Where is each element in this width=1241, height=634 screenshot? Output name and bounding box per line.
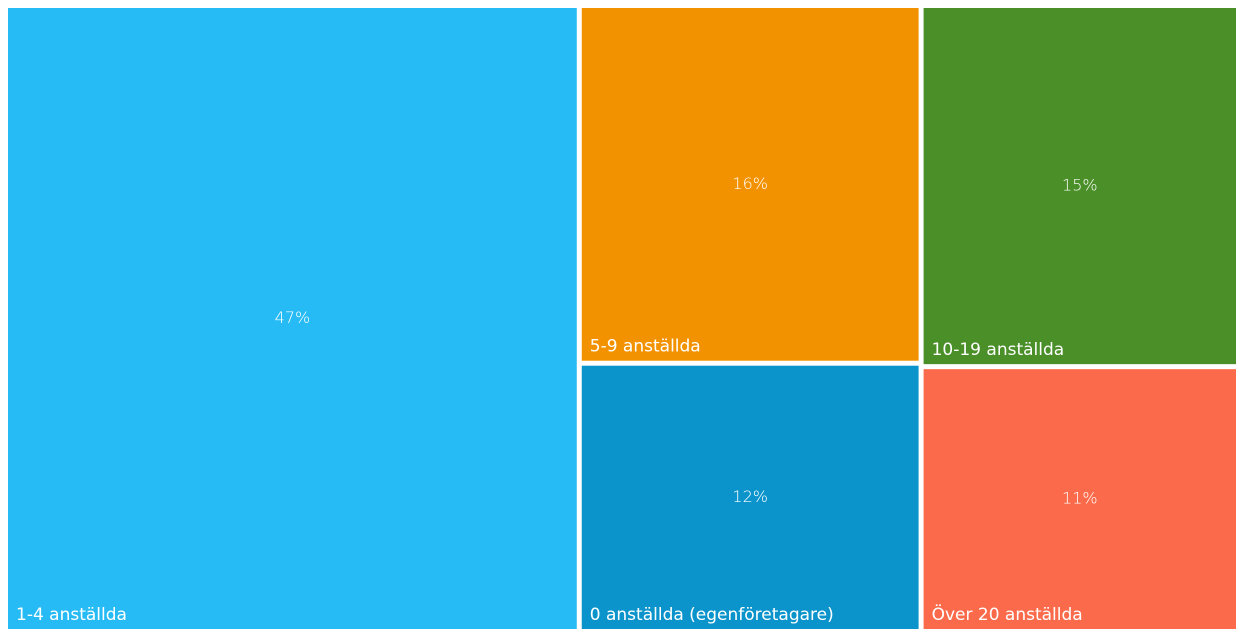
treemap-cell	[923, 8, 1236, 365]
value-label: 15%	[1062, 176, 1098, 195]
treemap-cell	[923, 369, 1236, 629]
value-label: 11%	[1062, 489, 1098, 508]
treemap-cell	[581, 8, 919, 361]
value-label: 16%	[732, 174, 768, 193]
category-label: 10-19 anställda	[932, 340, 1065, 360]
category-label: 5-9 anställda	[590, 337, 701, 357]
value-label: 12%	[732, 487, 768, 506]
treemap-cell	[581, 365, 919, 629]
value-label: 47%	[275, 308, 311, 327]
category-label: Över 20 anställda	[932, 603, 1083, 625]
category-label: 0 anställda (egenföretagare)	[590, 605, 834, 625]
category-label: 1-4 anställda	[16, 605, 127, 625]
treemap-cell	[8, 8, 577, 629]
